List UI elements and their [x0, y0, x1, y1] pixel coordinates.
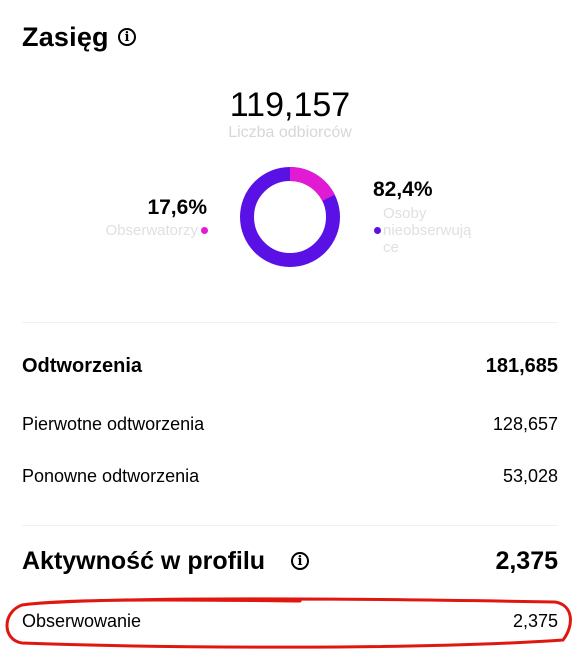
reach-donut-chart	[240, 167, 340, 267]
follows-row-label: Obserwowanie	[22, 611, 142, 631]
reach-title: Zasięg	[22, 22, 109, 52]
followers-dot	[201, 227, 208, 234]
reach-total: 119,157	[229, 86, 351, 124]
non-followers-label-line1: Osoby	[383, 205, 427, 222]
plays-row-initial-label: Pierwotne odtworzenia	[22, 414, 205, 434]
divider-1	[22, 322, 558, 323]
plays-row-replays-value: 53,028	[502, 466, 558, 486]
plays-label: Odtworzenia	[22, 355, 143, 377]
info-icon[interactable]: i	[291, 552, 309, 570]
follows-row-value: 2,375	[512, 611, 558, 631]
followers-percent: 17,6%	[147, 196, 207, 219]
followers-label: Obserwatorzy	[105, 222, 198, 239]
profile-activity-value: 2,375	[495, 547, 558, 575]
non-followers-label-line3: ce	[383, 239, 399, 256]
profile-activity-title: Aktywność w profilu	[22, 547, 266, 575]
non-followers-label: Osoby nieobserwują ce	[383, 205, 493, 256]
info-icon[interactable]: i	[118, 28, 136, 46]
plays-row-initial-value: 128,657	[492, 414, 558, 434]
reach-total-label: Liczba odbiorców	[228, 124, 352, 141]
non-followers-dot	[374, 227, 381, 234]
non-followers-percent: 82,4%	[373, 178, 433, 201]
donut-segment-followers	[240, 167, 340, 267]
divider-2	[22, 525, 558, 526]
non-followers-label-line2: nieobserwują	[383, 222, 472, 239]
plays-row-replays-label: Ponowne odtworzenia	[22, 466, 200, 486]
plays-value: 181,685	[485, 355, 558, 377]
